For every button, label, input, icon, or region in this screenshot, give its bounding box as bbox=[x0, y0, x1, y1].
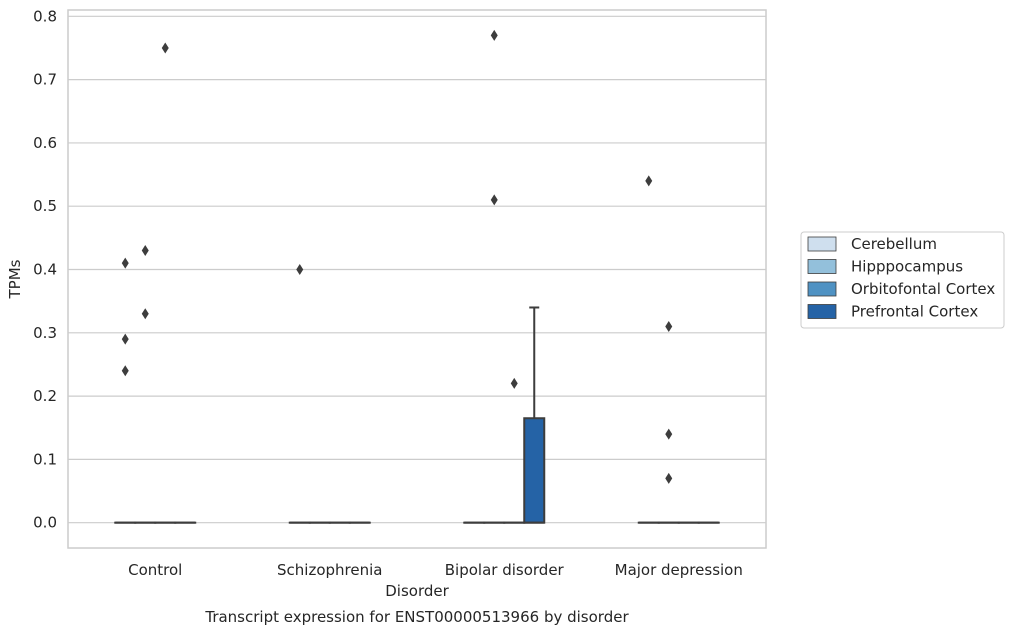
outlier-point bbox=[665, 320, 673, 332]
legend-item: Hipppocampus bbox=[807, 258, 963, 276]
y-tick-label: 0.0 bbox=[33, 514, 57, 532]
gridlines bbox=[68, 15, 766, 524]
box-body bbox=[523, 417, 546, 524]
y-tick-label: 0.8 bbox=[33, 7, 57, 25]
y-tick-label: 0.7 bbox=[33, 71, 57, 89]
legend-label: Hipppocampus bbox=[851, 258, 963, 276]
legend-item: Orbitofontal Cortex bbox=[807, 280, 995, 298]
legend-swatch bbox=[807, 259, 837, 274]
x-tick-label: Major depression bbox=[615, 561, 743, 579]
outlier-point bbox=[665, 472, 673, 484]
boxes bbox=[114, 306, 720, 524]
outlier-point bbox=[161, 42, 169, 54]
legend-label: Prefrontal Cortex bbox=[851, 303, 978, 321]
legend-swatch bbox=[807, 304, 837, 319]
legend-frame bbox=[800, 231, 1005, 329]
outlier-point bbox=[121, 333, 129, 345]
legend-item: Prefrontal Cortex bbox=[807, 303, 978, 321]
legend-item: Cerebellum bbox=[807, 235, 937, 253]
y-tick-label: 0.2 bbox=[33, 387, 57, 405]
legend-swatch bbox=[807, 281, 837, 297]
x-axis-label: Disorder bbox=[385, 582, 449, 600]
outlier-point bbox=[490, 194, 498, 206]
x-axis-ticks: Control Schizophrenia Bipolar disorder Majo… bbox=[128, 561, 743, 579]
outlier-point bbox=[645, 175, 653, 187]
plot-area-frame bbox=[67, 9, 767, 549]
outlier-point bbox=[490, 29, 498, 41]
legend-label: Cerebellum bbox=[851, 235, 937, 253]
legend-label: Orbitofontal Cortex bbox=[851, 280, 995, 298]
x-tick-label: Control bbox=[128, 561, 182, 579]
outlier-point bbox=[141, 308, 149, 320]
y-tick-label: 0.3 bbox=[33, 324, 57, 342]
y-tick-label: 0.4 bbox=[33, 261, 57, 279]
outliers bbox=[121, 29, 673, 484]
chart-caption: Transcript expression for ENST0000051396… bbox=[204, 608, 629, 626]
legend-swatch bbox=[807, 236, 837, 252]
outlier-point bbox=[141, 245, 149, 257]
legend: Cerebellum Hipppocampus Orbitofontal Corte… bbox=[800, 231, 1005, 329]
y-tick-label: 0.5 bbox=[33, 197, 57, 215]
outlier-point bbox=[510, 377, 518, 389]
y-axis-ticks: 0.0 0.1 0.2 0.3 0.4 0.5 0.6 0.7 0.8 bbox=[33, 7, 57, 531]
outlier-point bbox=[665, 428, 673, 440]
x-tick-label: Bipolar disorder bbox=[445, 561, 565, 579]
y-axis-label: TPMs bbox=[6, 259, 24, 299]
box bbox=[523, 306, 546, 524]
outlier-point bbox=[296, 264, 304, 276]
x-tick-label: Schizophrenia bbox=[277, 561, 382, 579]
outlier-point bbox=[121, 365, 129, 377]
y-tick-label: 0.6 bbox=[33, 134, 57, 152]
outlier-point bbox=[121, 257, 129, 269]
y-tick-label: 0.1 bbox=[33, 450, 57, 468]
